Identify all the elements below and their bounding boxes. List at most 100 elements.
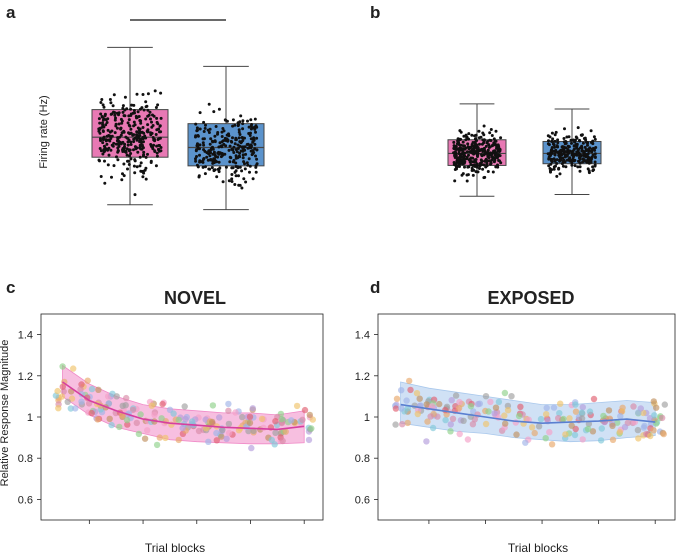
data-point: [567, 145, 571, 149]
data-point: [473, 142, 477, 146]
trial-point: [225, 407, 232, 414]
data-point: [254, 170, 258, 174]
data-point: [495, 164, 499, 168]
data-point: [142, 108, 146, 112]
data-point: [487, 143, 491, 147]
data-point: [477, 129, 481, 133]
trial-point: [260, 424, 267, 431]
data-point: [129, 140, 133, 144]
data-point: [207, 167, 211, 171]
data-point: [563, 142, 567, 146]
data-point: [241, 119, 245, 123]
data-point: [112, 110, 115, 114]
data-point: [129, 157, 133, 161]
data-point: [230, 180, 234, 183]
trial-point: [225, 420, 233, 428]
data-point: [116, 158, 120, 162]
data-point: [231, 136, 234, 140]
trial-point: [309, 416, 316, 423]
data-point: [117, 122, 121, 126]
data-point: [152, 114, 156, 118]
data-point: [466, 173, 470, 177]
data-point: [489, 160, 493, 164]
data-point: [127, 114, 131, 118]
data-point: [572, 144, 576, 148]
data-point: [238, 133, 242, 136]
data-point: [195, 155, 198, 158]
data-point: [104, 138, 108, 142]
trial-point: [572, 408, 580, 415]
data-point: [102, 117, 106, 121]
data-point: [562, 145, 566, 149]
trial-point: [515, 412, 523, 420]
data-point: [565, 154, 569, 158]
trial-point: [578, 409, 585, 416]
data-point: [215, 175, 219, 179]
data-point: [132, 164, 136, 168]
data-point: [456, 139, 460, 143]
data-point: [214, 125, 218, 128]
data-point: [244, 152, 248, 156]
data-point: [104, 123, 108, 127]
data-point: [564, 165, 568, 169]
trial-point: [133, 419, 140, 427]
data-point: [237, 128, 241, 132]
data-point: [221, 180, 225, 184]
data-point: [253, 142, 257, 146]
trial-point: [209, 418, 216, 426]
trial-point: [548, 441, 556, 448]
mean-line: [400, 403, 656, 425]
data-point: [475, 139, 478, 143]
trial-point: [584, 425, 592, 433]
ytick-label: 1.4: [18, 330, 33, 342]
data-point: [121, 110, 125, 114]
data-point: [128, 154, 131, 158]
trial-point: [78, 381, 85, 388]
data-point: [552, 157, 556, 161]
trial-point: [485, 408, 492, 415]
data-point: [109, 112, 113, 116]
data-point: [234, 138, 238, 142]
data-point: [241, 127, 245, 131]
data-point: [207, 131, 211, 134]
data-point: [565, 158, 569, 162]
data-point: [255, 125, 259, 129]
data-point: [101, 141, 105, 145]
data-point: [247, 157, 251, 161]
data-point: [576, 147, 580, 151]
data-point: [489, 153, 493, 157]
trial-point: [464, 436, 472, 443]
trial-point: [513, 431, 520, 438]
trial-point: [54, 387, 61, 395]
data-point: [456, 156, 460, 160]
data-point: [106, 128, 110, 132]
data-point: [564, 150, 568, 154]
data-point: [555, 158, 559, 162]
trial-point: [308, 425, 315, 432]
data-point: [495, 154, 499, 158]
data-point: [138, 155, 142, 159]
data-point: [231, 160, 235, 164]
trial-point: [144, 427, 151, 434]
trial-point: [59, 363, 66, 370]
data-point: [231, 118, 235, 122]
data-point: [585, 141, 589, 144]
data-point: [486, 170, 490, 173]
data-point: [556, 138, 560, 142]
data-point: [548, 135, 552, 139]
data-point: [108, 134, 112, 138]
trial-point: [423, 401, 430, 408]
data-point: [587, 147, 591, 151]
data-point: [220, 135, 224, 138]
data-point: [138, 127, 142, 131]
data-point: [227, 132, 230, 136]
data-point: [488, 145, 492, 149]
trial-point: [135, 430, 143, 438]
data-point: [577, 160, 581, 163]
data-point: [473, 160, 477, 164]
trial-point: [449, 415, 457, 422]
trial-point: [659, 414, 666, 422]
data-point: [457, 149, 461, 153]
data-point: [246, 163, 250, 167]
trial-point: [501, 389, 509, 397]
